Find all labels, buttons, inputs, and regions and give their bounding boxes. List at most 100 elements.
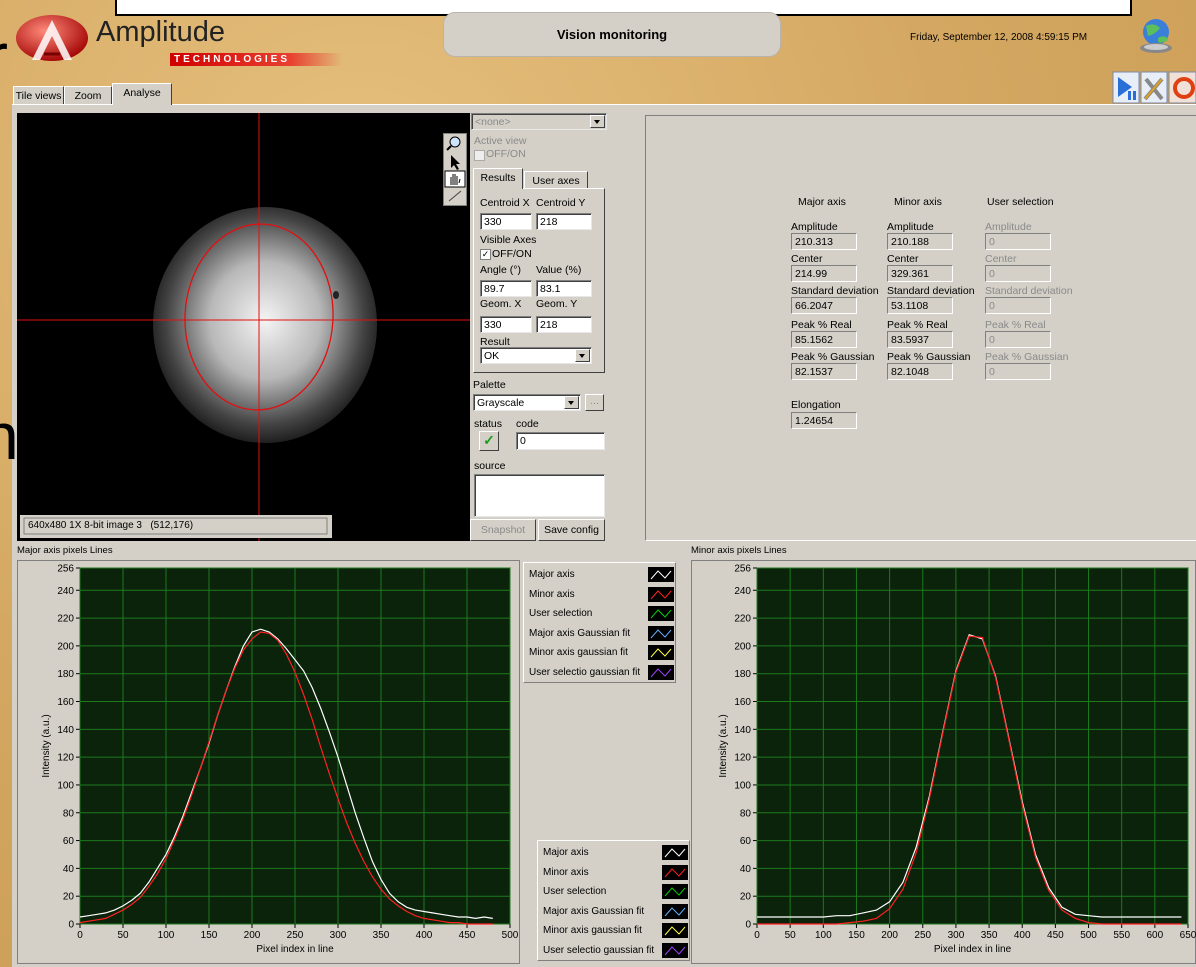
legend-label[interactable]: Major axis: [529, 569, 575, 580]
x-tick-label: 100: [815, 930, 832, 941]
globe-icon[interactable]: [1138, 16, 1178, 56]
tab[interactable]: Zoom: [64, 86, 112, 105]
checkbox-checked[interactable]: ✓: [480, 249, 491, 260]
legend-label[interactable]: Minor axis: [529, 589, 575, 600]
field-label: status: [474, 418, 502, 430]
legend-label[interactable]: Major axis Gaussian fit: [543, 906, 644, 917]
y-tick-label: 20: [63, 892, 75, 903]
legend-swatch[interactable]: [662, 923, 688, 938]
tab-active[interactable]: Analyse: [112, 83, 172, 105]
logo-subtitle: TECHNOLOGIES: [170, 53, 342, 66]
x-tick-label: 0: [77, 930, 83, 941]
dropdown-arrow[interactable]: [564, 396, 579, 409]
x-tick-label: 350: [981, 930, 998, 941]
centroid-x[interactable]: 330: [480, 213, 532, 230]
result-value[interactable]: 0: [985, 363, 1051, 380]
y-tick-label: 180: [57, 669, 74, 680]
legend-swatch[interactable]: [648, 567, 674, 582]
centroid-y[interactable]: 218: [536, 213, 592, 230]
checkbox[interactable]: [474, 150, 485, 161]
legend-label[interactable]: Minor axis gaussian fit: [543, 925, 642, 936]
result-label: Peak % Gaussian: [985, 351, 1068, 363]
result-value[interactable]: 210.188: [887, 233, 953, 250]
save-config-button[interactable]: Save config: [538, 519, 605, 541]
legend-label[interactable]: Minor axis: [543, 867, 589, 878]
y-tick-label: 160: [734, 697, 751, 708]
legend-swatch[interactable]: [662, 865, 688, 880]
tab[interactable]: Tile views: [13, 86, 64, 105]
result-value[interactable]: 0: [985, 233, 1051, 250]
palette-select[interactable]: Grayscale: [473, 394, 581, 411]
y-tick-label: 240: [57, 586, 74, 597]
legend-swatch[interactable]: [662, 943, 688, 958]
legend-swatch[interactable]: [662, 845, 688, 860]
view-select[interactable]: <none>: [471, 113, 607, 130]
image-view[interactable]: [17, 113, 470, 541]
result-value[interactable]: 85.1562: [791, 331, 857, 348]
legend-label[interactable]: User selection: [529, 608, 592, 619]
y-tick-label: 40: [63, 864, 75, 875]
subtab-active[interactable]: Results: [473, 168, 523, 189]
y-tick-label: 256: [734, 564, 751, 575]
elongation-label: Elongation: [791, 399, 841, 411]
x-tick-label: 150: [201, 930, 218, 941]
x-tick-label: 100: [158, 930, 175, 941]
dropdown-arrow[interactable]: [590, 115, 605, 128]
result-value[interactable]: 0: [985, 265, 1051, 282]
result-select[interactable]: OK: [480, 347, 592, 364]
dropdown-arrow[interactable]: [575, 349, 590, 362]
y-tick-label: 60: [63, 836, 75, 847]
source[interactable]: [474, 474, 605, 517]
legend-label[interactable]: Minor axis gaussian fit: [529, 647, 628, 658]
result-label: Center: [985, 253, 1017, 265]
legend-label[interactable]: User selection: [543, 886, 606, 897]
elongation-value[interactable]: 1.24654: [791, 412, 857, 429]
result-value[interactable]: 83.5937: [887, 331, 953, 348]
result-value[interactable]: 0: [985, 297, 1051, 314]
snapshot-button[interactable]: Snapshot: [470, 519, 536, 541]
y-tick-label: 20: [740, 892, 752, 903]
y-tick-label: 200: [57, 641, 74, 652]
legend-label[interactable]: User selectio gaussian fit: [529, 667, 640, 678]
legend-swatch[interactable]: [648, 626, 674, 641]
result-value[interactable]: 82.1537: [791, 363, 857, 380]
legend-swatch[interactable]: [648, 645, 674, 660]
subtab[interactable]: User axes: [524, 171, 588, 189]
result-value[interactable]: 329.361: [887, 265, 953, 282]
legend-swatch[interactable]: [648, 665, 674, 680]
result-value[interactable]: 210.313: [791, 233, 857, 250]
view-select-value: <none>: [475, 116, 511, 128]
y-tick-label: 80: [63, 808, 75, 819]
legend-swatch[interactable]: [648, 606, 674, 621]
column-heading: Minor axis: [894, 196, 942, 208]
result-value[interactable]: 214.99: [791, 265, 857, 282]
image-info: 640x480 1X 8-bit image 3: [28, 520, 142, 531]
result-label: Standard deviation: [887, 285, 975, 297]
legend-swatch[interactable]: [662, 904, 688, 919]
result-value[interactable]: 66.2047: [791, 297, 857, 314]
x-axis-label: Pixel index in line: [256, 944, 334, 955]
result-value[interactable]: 0: [985, 331, 1051, 348]
result-label: Peak % Real: [985, 319, 1046, 331]
active-view-label: Active view: [474, 135, 527, 147]
y-axis-label: Intensity (a.u.): [718, 714, 729, 777]
y-tick-label: 100: [734, 780, 751, 791]
x-tick-label: 0: [754, 930, 760, 941]
result-label: Standard deviation: [985, 285, 1073, 297]
geom-y[interactable]: 218: [536, 316, 592, 333]
legend-swatch[interactable]: [662, 884, 688, 899]
code[interactable]: 0: [516, 432, 605, 450]
legend-label[interactable]: Major axis: [543, 847, 589, 858]
angle[interactable]: 89.7: [480, 280, 532, 297]
legend-swatch[interactable]: [648, 587, 674, 602]
field-label: Visible Axes: [480, 234, 536, 246]
palette-button[interactable]: ...: [585, 394, 604, 411]
x-tick-label: 650: [1180, 930, 1196, 941]
legend-label[interactable]: Major axis Gaussian fit: [529, 628, 630, 639]
legend-label[interactable]: User selectio gaussian fit: [543, 945, 654, 956]
value[interactable]: 83.1: [536, 280, 592, 297]
geom-x[interactable]: 330: [480, 316, 532, 333]
result-value[interactable]: 53.1108: [887, 297, 953, 314]
x-tick-label: 450: [1047, 930, 1064, 941]
result-value[interactable]: 82.1048: [887, 363, 953, 380]
